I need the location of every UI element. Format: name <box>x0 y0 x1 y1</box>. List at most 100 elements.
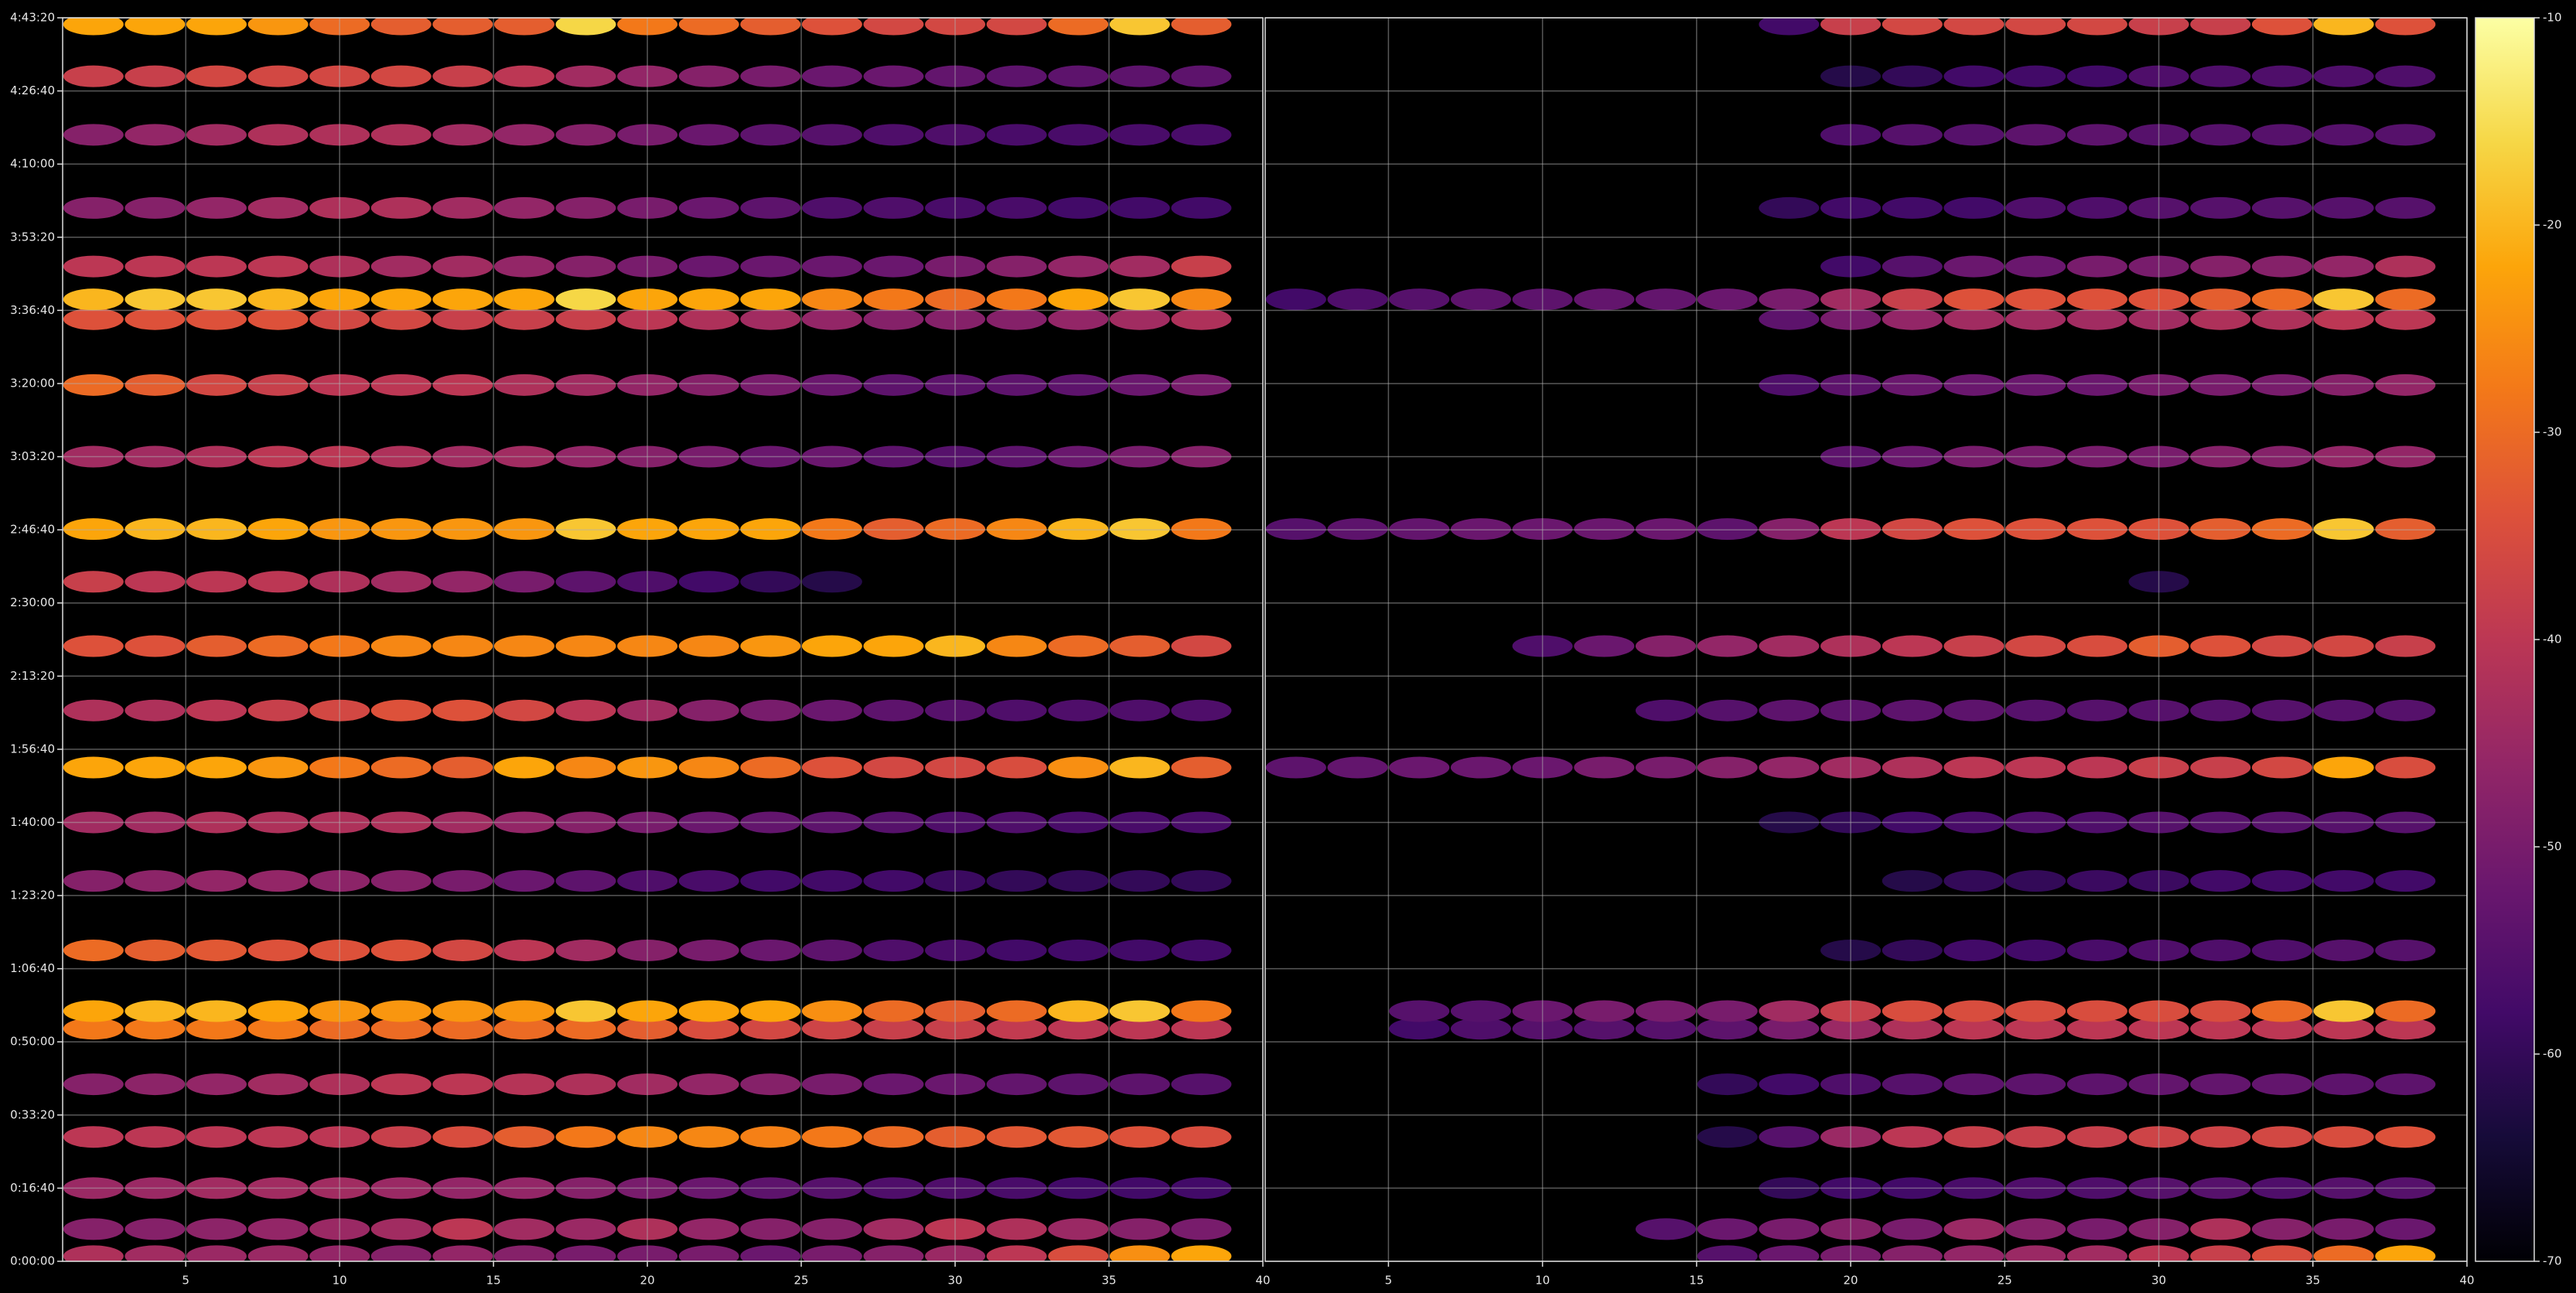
cell <box>2375 65 2436 87</box>
cell <box>555 124 616 146</box>
cell <box>1635 1218 1697 1240</box>
cell <box>125 870 186 892</box>
cell <box>493 940 554 961</box>
cell <box>186 1000 247 1022</box>
cell <box>63 571 124 593</box>
cell <box>986 870 1047 892</box>
cell <box>2190 18 2251 36</box>
cell <box>2251 18 2312 36</box>
cell <box>432 571 493 593</box>
cell <box>125 196 186 219</box>
cell <box>2251 756 2312 779</box>
cell <box>247 940 309 961</box>
cell <box>678 1073 739 1096</box>
cell <box>247 196 309 219</box>
cell <box>432 1073 493 1096</box>
cell <box>370 518 432 541</box>
cell <box>1635 288 1697 311</box>
cell <box>1048 124 1109 146</box>
cell <box>370 124 432 146</box>
cell <box>1171 196 1232 219</box>
cell <box>1943 699 2005 722</box>
cell <box>2190 518 2251 541</box>
cell <box>1109 1073 1170 1096</box>
cell <box>247 255 309 278</box>
cell <box>2375 1126 2436 1148</box>
cell <box>370 196 432 219</box>
cell <box>801 699 862 722</box>
cell <box>1882 756 1943 779</box>
cell <box>2066 1073 2127 1096</box>
cell <box>1943 124 2005 146</box>
cell <box>740 1018 801 1040</box>
cell <box>1389 756 1450 779</box>
cell <box>125 1126 186 1148</box>
cell <box>2251 1073 2312 1096</box>
cell <box>678 196 739 219</box>
cell <box>986 18 1047 36</box>
cell <box>740 65 801 87</box>
cell <box>63 518 124 541</box>
cell <box>63 288 124 311</box>
cell <box>801 1126 862 1148</box>
colorbar-tick-label: -20 <box>2543 218 2562 232</box>
cell <box>247 124 309 146</box>
cell <box>1759 288 1820 311</box>
cell <box>1697 1245 1758 1261</box>
cell <box>1048 288 1109 311</box>
cell <box>186 308 247 330</box>
y-tick-label: 4:43:20 <box>10 11 55 25</box>
cell <box>493 699 554 722</box>
cell <box>1635 699 1697 722</box>
cell <box>1697 699 1758 722</box>
cell <box>555 1126 616 1148</box>
cell <box>678 870 739 892</box>
cell <box>2313 518 2374 541</box>
cell <box>2251 518 2312 541</box>
cell <box>801 255 862 278</box>
cell <box>247 18 309 36</box>
cell <box>1171 940 1232 961</box>
cell <box>125 699 186 722</box>
cell <box>2005 1073 2066 1096</box>
cell <box>247 699 309 722</box>
cell <box>370 65 432 87</box>
cell <box>678 255 739 278</box>
cell <box>125 940 186 961</box>
cell <box>370 255 432 278</box>
cell <box>2251 870 2312 892</box>
cell <box>1171 288 1232 311</box>
cell <box>1697 1073 1758 1096</box>
cell <box>2190 1126 2251 1148</box>
cell <box>2190 699 2251 722</box>
cell <box>1635 635 1697 657</box>
cell <box>2190 940 2251 961</box>
cell <box>186 288 247 311</box>
cell <box>986 1126 1047 1148</box>
cell <box>1943 18 2005 36</box>
cell <box>63 1245 124 1261</box>
cell <box>801 374 862 396</box>
cell <box>1109 870 1170 892</box>
cell <box>2375 1000 2436 1022</box>
cell <box>678 1245 739 1261</box>
cell <box>2251 124 2312 146</box>
cell <box>1109 635 1170 657</box>
cell <box>2066 870 2127 892</box>
cell <box>186 124 247 146</box>
cell <box>247 1000 309 1022</box>
cell <box>1171 756 1232 779</box>
cell <box>2190 1218 2251 1240</box>
cell <box>678 635 739 657</box>
cell <box>1048 196 1109 219</box>
cell <box>1171 1218 1232 1240</box>
cell <box>2066 18 2127 36</box>
cell <box>1943 374 2005 396</box>
cell <box>2375 518 2436 541</box>
cell <box>1882 124 1943 146</box>
cell <box>125 1018 186 1040</box>
axes-frame <box>62 17 1264 1262</box>
cell <box>1450 518 1511 541</box>
cell <box>2251 196 2312 219</box>
cell <box>1759 756 1820 779</box>
